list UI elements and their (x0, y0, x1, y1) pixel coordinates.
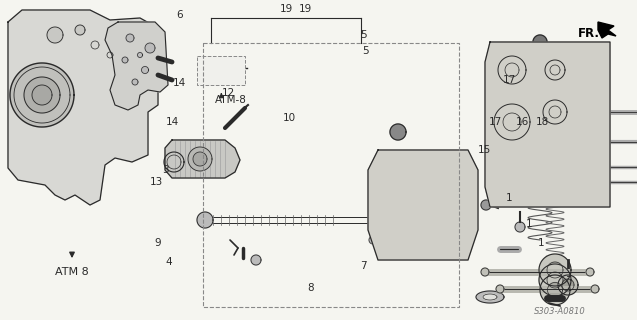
Polygon shape (545, 60, 565, 80)
Text: 14: 14 (173, 78, 186, 88)
Text: 1: 1 (506, 193, 513, 204)
Polygon shape (429, 206, 457, 234)
Text: 15: 15 (478, 145, 490, 156)
Polygon shape (132, 79, 138, 85)
Polygon shape (47, 27, 63, 43)
Polygon shape (543, 100, 567, 124)
Polygon shape (389, 196, 407, 214)
Text: 8: 8 (308, 283, 314, 293)
Polygon shape (369, 206, 377, 214)
Polygon shape (591, 285, 599, 293)
Polygon shape (562, 279, 574, 291)
Text: 18: 18 (536, 116, 549, 127)
Polygon shape (586, 268, 594, 276)
Polygon shape (540, 275, 570, 305)
Polygon shape (547, 272, 563, 288)
Text: 9: 9 (155, 238, 161, 248)
Polygon shape (515, 222, 525, 232)
Polygon shape (539, 264, 571, 296)
Polygon shape (549, 106, 561, 118)
Polygon shape (469, 206, 477, 214)
Polygon shape (390, 124, 406, 140)
Polygon shape (469, 176, 477, 184)
Polygon shape (382, 189, 414, 221)
Polygon shape (122, 57, 128, 63)
Polygon shape (483, 294, 497, 300)
Text: 19: 19 (280, 4, 292, 14)
Text: 2: 2 (462, 174, 468, 184)
Polygon shape (481, 268, 489, 276)
Text: 16: 16 (516, 116, 529, 127)
Polygon shape (476, 291, 504, 303)
Polygon shape (533, 35, 547, 49)
Polygon shape (188, 147, 212, 171)
Polygon shape (548, 283, 562, 298)
Polygon shape (481, 200, 491, 210)
Polygon shape (138, 52, 143, 58)
Text: 10: 10 (283, 113, 296, 124)
Polygon shape (193, 152, 207, 166)
Text: 11: 11 (369, 164, 382, 175)
Polygon shape (505, 63, 519, 77)
Text: 17: 17 (503, 75, 516, 85)
Polygon shape (503, 113, 521, 131)
Polygon shape (550, 65, 560, 75)
Polygon shape (494, 104, 530, 140)
Polygon shape (165, 140, 240, 178)
Polygon shape (24, 77, 60, 113)
Polygon shape (251, 255, 261, 265)
Bar (203, 43, 459, 307)
Polygon shape (368, 150, 478, 260)
Polygon shape (379, 214, 391, 226)
Polygon shape (558, 275, 578, 295)
Polygon shape (8, 10, 158, 205)
Text: 5: 5 (362, 46, 369, 56)
Polygon shape (126, 34, 134, 42)
Polygon shape (405, 222, 441, 258)
Text: ATM 8: ATM 8 (55, 267, 89, 277)
Polygon shape (145, 43, 155, 53)
Bar (197, 56, 245, 85)
Polygon shape (498, 56, 526, 84)
Text: S303-A0810: S303-A0810 (534, 308, 586, 316)
Text: 13: 13 (150, 177, 162, 188)
Text: FR.: FR. (578, 27, 600, 39)
Polygon shape (75, 25, 85, 35)
Text: 4: 4 (166, 257, 172, 268)
Polygon shape (197, 212, 213, 228)
Text: 7: 7 (360, 260, 366, 271)
Polygon shape (105, 22, 168, 110)
Polygon shape (598, 22, 616, 38)
Polygon shape (369, 176, 377, 184)
Text: 12: 12 (222, 88, 234, 98)
Text: 1: 1 (538, 238, 545, 248)
Polygon shape (369, 236, 377, 244)
Polygon shape (167, 155, 181, 169)
Text: 3: 3 (162, 164, 169, 175)
Text: 6: 6 (176, 10, 183, 20)
Polygon shape (413, 230, 433, 250)
Text: 5: 5 (360, 30, 366, 40)
Polygon shape (141, 67, 148, 74)
Polygon shape (164, 152, 184, 172)
Text: 19: 19 (299, 4, 312, 14)
Text: 14: 14 (166, 116, 178, 127)
Polygon shape (32, 85, 52, 105)
Polygon shape (435, 212, 451, 228)
Polygon shape (10, 63, 74, 127)
Text: ATM-8: ATM-8 (215, 95, 247, 105)
Polygon shape (496, 285, 504, 293)
Text: 1: 1 (526, 219, 532, 229)
Polygon shape (539, 254, 571, 286)
Text: 17: 17 (489, 116, 502, 127)
Polygon shape (547, 262, 563, 278)
Polygon shape (485, 42, 610, 207)
